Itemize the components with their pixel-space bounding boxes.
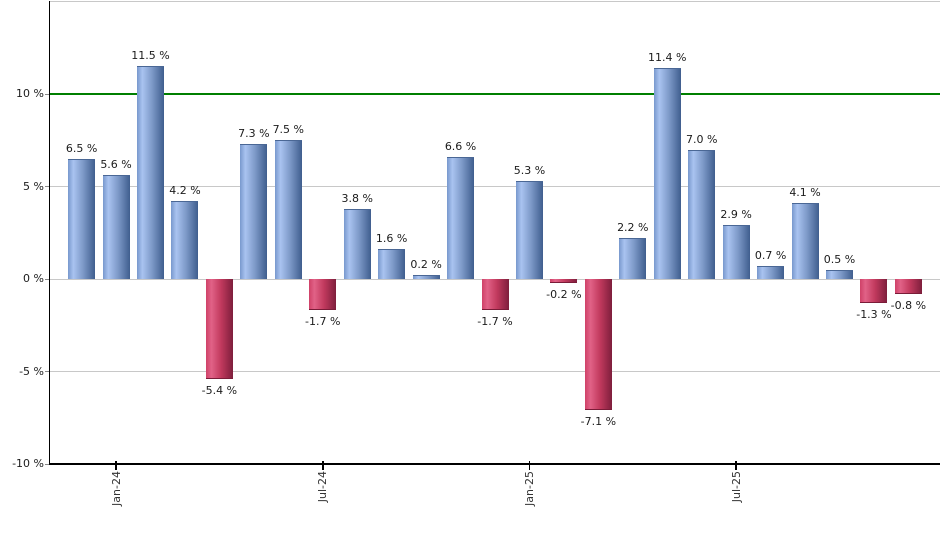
x-axis-line [48,463,940,465]
bar-value-label: -7.1 % [580,415,617,429]
bar-Aug-25 [757,266,785,279]
bar-Jul-25 [722,225,750,279]
x-month-label: Jan-25 [522,471,536,506]
plot-top-border [49,0,940,3]
bar-value-label: 0.2 % [410,258,442,272]
x-tick-mark [115,461,117,470]
bar-value-label: 5.3 % [513,163,546,177]
bar-Jan-25 [515,180,543,279]
bar-value-label: -5.4 % [201,383,238,397]
bar-value-label: 6.5 % [65,141,98,155]
bar-May-25 [653,68,681,279]
bar-Oct-25 [826,269,853,279]
bar-value-label: 5.6 % [100,158,132,172]
bar-value-label: 11.5 % [131,49,170,63]
y-tick-mark [44,278,49,280]
bar-value-label: 2.2 % [617,221,649,235]
x-month-label: Jan-24 [109,471,123,506]
bar-value-label: 7.3 % [238,126,270,140]
bar-value-label: 6.6 % [444,139,477,153]
bar-value-label: -0.8 % [890,298,927,312]
bar-value-label: -1.7 % [305,315,341,329]
bar-Nov-25 [860,279,888,304]
bar-Sep-24 [378,249,406,279]
bar-value-label: 11.4 % [648,51,687,65]
bar-Dec-24 [481,279,509,311]
x-tick-mark [528,461,531,470]
bar-value-label: 7.5 % [272,123,305,137]
bar-value-label: 7.0 % [685,132,718,146]
bar-Mar-25 [584,279,612,411]
bar-Oct-24 [412,275,440,279]
bar-Aug-24 [343,208,371,279]
bar-Dec-23 [68,158,96,279]
x-month-label: Jul-24 [316,471,330,503]
y-tick-label: 5 % [23,179,44,193]
bar-Feb-24 [137,66,164,279]
bar-May-24 [240,143,268,279]
bar-Dec-25 [894,279,922,294]
y-tick-label: 0 % [23,272,44,285]
y-axis-line [48,1,50,464]
bar-value-label: 4.2 % [169,184,201,198]
bar-Feb-25 [550,279,578,283]
y-tick-mark [44,463,49,465]
x-tick-mark [322,461,324,470]
bar-Apr-24 [205,279,233,379]
bar-Mar-24 [171,201,199,279]
bar-value-label: -1.3 % [856,308,892,322]
bar-Jun-24 [274,140,302,279]
y-tick-mark [44,371,49,372]
bar-value-label: 3.8 % [341,191,373,205]
bar-value-label: 1.6 % [375,232,408,246]
bar-value-label: 0.7 % [754,249,787,263]
y-tick-mark [44,186,49,187]
y-tick-label: -10 % [12,457,44,470]
bar-Nov-24 [447,156,475,279]
x-tick-mark [735,461,737,470]
y-tick-label: 10 % [16,87,44,100]
x-month-label: Jul-25 [729,471,743,503]
bar-value-label: -1.7 % [477,315,513,329]
bar-Jun-25 [688,149,716,279]
bar-Jan-24 [102,175,130,279]
bar-value-label: -0.2 % [546,287,582,301]
bar-Sep-25 [791,203,819,279]
bar-value-label: 0.5 % [823,252,856,266]
bar-Jul-24 [309,279,337,311]
gridline--5 [49,371,940,372]
y-tick-mark [44,93,49,95]
gridline-5 [49,186,940,187]
reference-line [49,93,940,95]
y-tick-label: -5 % [19,364,44,378]
bar-value-label: 4.1 % [789,186,821,200]
bar-Apr-25 [619,238,647,279]
bar-value-label: 2.9 % [720,208,752,222]
